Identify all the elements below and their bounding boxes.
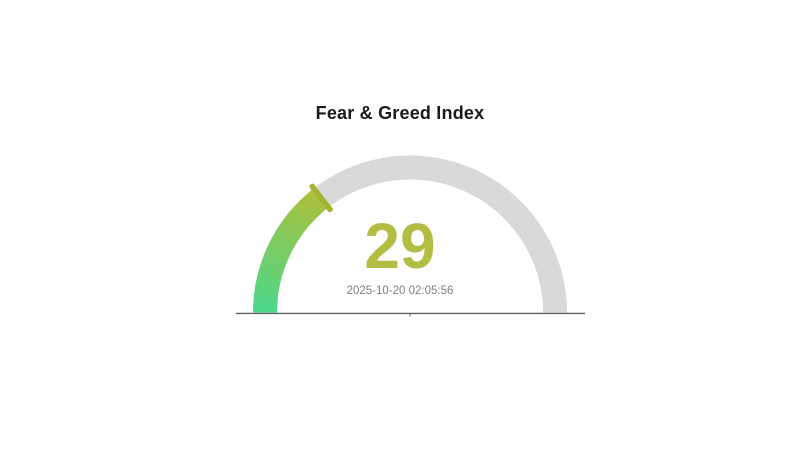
gauge-value: 29 bbox=[364, 210, 436, 282]
gauge-pointer-marker bbox=[309, 183, 333, 213]
gauge-progress-arc bbox=[253, 188, 329, 313]
chart-title: Fear & Greed Index bbox=[315, 103, 485, 123]
gauge-timestamp: 2025-10-20 02:05:56 bbox=[346, 285, 454, 297]
